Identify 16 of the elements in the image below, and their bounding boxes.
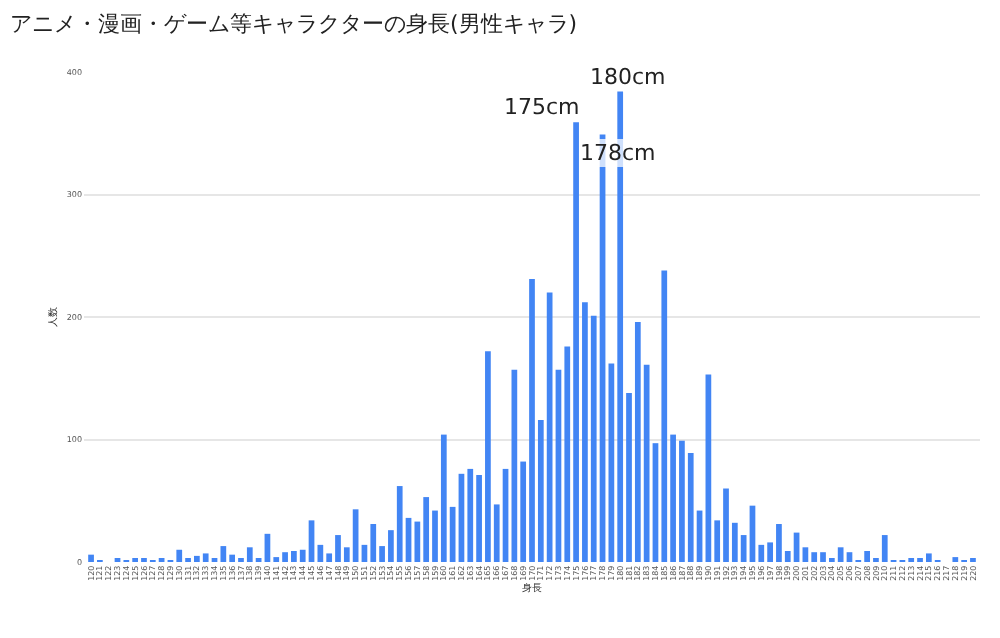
bar	[396, 486, 403, 562]
annotation: 178cm	[580, 140, 656, 166]
annotation: 175cm	[504, 94, 580, 120]
bar	[220, 546, 227, 562]
chart-title: アニメ・漫画・ゲーム等キャラクターの身長(男性キャラ)	[10, 11, 578, 38]
bar	[176, 549, 183, 562]
bar	[370, 524, 377, 562]
bar	[246, 547, 253, 562]
bar	[661, 270, 668, 562]
bar	[467, 468, 474, 562]
bar	[546, 292, 553, 562]
bar	[881, 535, 888, 562]
bar	[811, 552, 818, 562]
annotation: 180cm	[590, 64, 666, 90]
bar	[202, 553, 209, 562]
bar	[837, 547, 844, 562]
